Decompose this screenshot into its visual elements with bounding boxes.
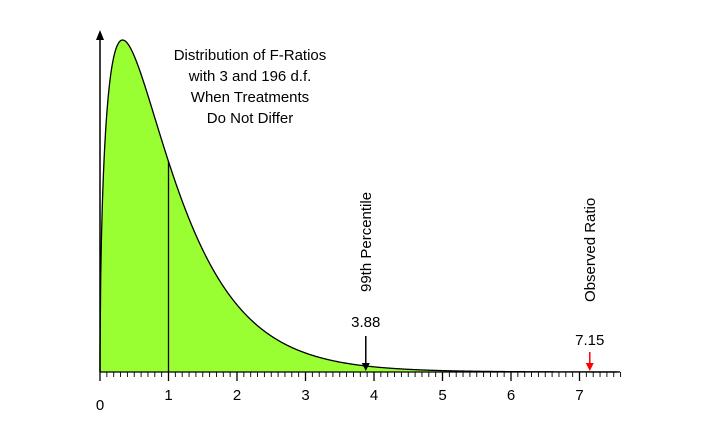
- title-line-4: Do Not Differ: [207, 110, 293, 127]
- chart-title: Distribution of F-Ratios with 3 and 196 …: [174, 47, 327, 127]
- x-tick-label: 2: [233, 387, 241, 404]
- x-axis-tick-labels: 0 1 2 3 4 5 6 7: [96, 387, 584, 414]
- x-tick-label: 7: [575, 387, 583, 404]
- observed-value-label: 7.15: [575, 332, 604, 349]
- title-line-1: Distribution of F-Ratios: [174, 47, 327, 64]
- percentile-value-label: 3.88: [351, 314, 380, 331]
- x-tick-label: 5: [438, 387, 446, 404]
- x-tick-label: 6: [507, 387, 515, 404]
- x-tick-label: 4: [370, 387, 378, 404]
- density-area: [100, 40, 621, 372]
- observed-annotation: Observed Ratio 7.15: [575, 198, 604, 371]
- title-line-2: with 3 and 196 d.f.: [188, 68, 312, 85]
- observed-name-label: Observed Ratio: [582, 198, 599, 302]
- percentile-annotation: 99th Percentile 3.88: [351, 192, 380, 371]
- percentile-arrow-head-icon: [361, 363, 370, 371]
- x-tick-label: 0: [96, 397, 104, 414]
- percentile-name-label: 99th Percentile: [358, 192, 375, 292]
- x-tick-label: 1: [164, 387, 172, 404]
- title-line-3: When Treatments: [191, 89, 309, 106]
- x-tick-label: 3: [301, 387, 309, 404]
- x-axis-ticks: [99, 372, 622, 381]
- observed-arrow-head-icon: [585, 363, 594, 371]
- y-axis-arrow-icon: [96, 30, 104, 40]
